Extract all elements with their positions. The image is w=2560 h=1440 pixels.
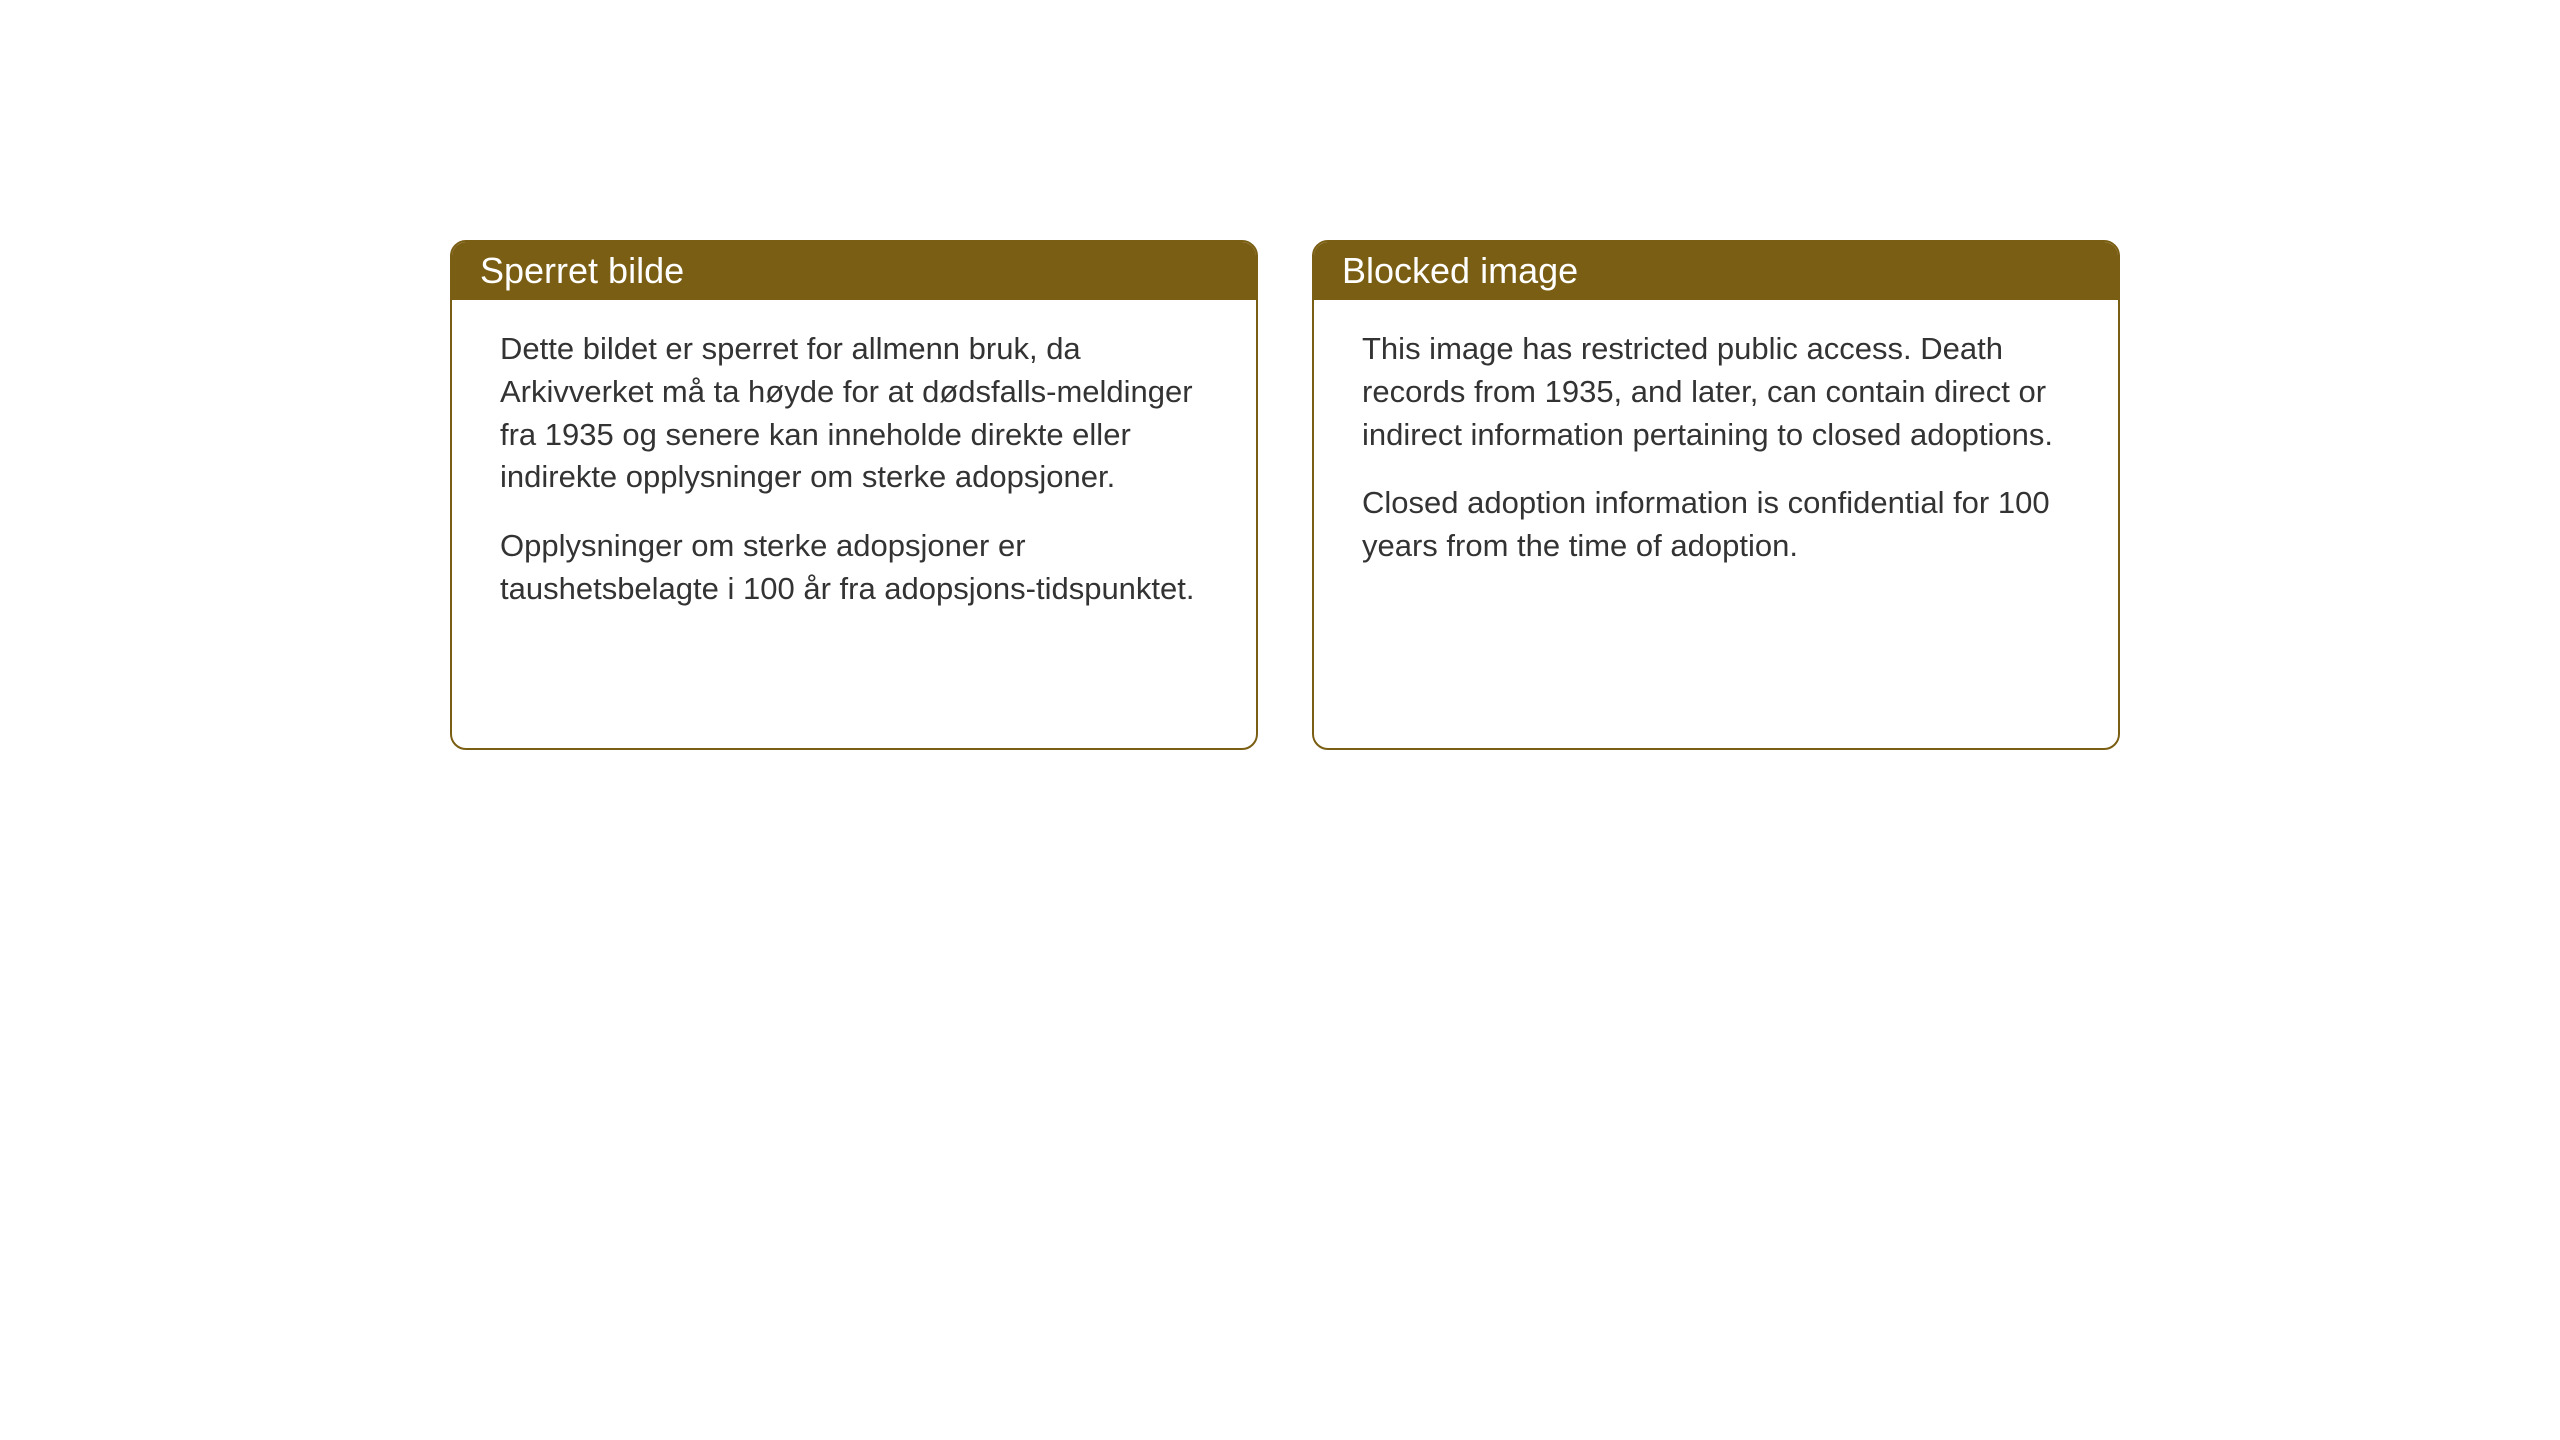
card-title-norwegian: Sperret bilde bbox=[480, 250, 684, 291]
card-paragraph-norwegian-2: Opplysninger om sterke adopsjoner er tau… bbox=[500, 525, 1208, 611]
notice-card-norwegian: Sperret bilde Dette bildet er sperret fo… bbox=[450, 240, 1258, 750]
card-title-english: Blocked image bbox=[1342, 250, 1578, 291]
card-paragraph-english-1: This image has restricted public access.… bbox=[1362, 328, 2070, 456]
card-header-norwegian: Sperret bilde bbox=[452, 242, 1256, 300]
notice-card-english: Blocked image This image has restricted … bbox=[1312, 240, 2120, 750]
card-paragraph-english-2: Closed adoption information is confident… bbox=[1362, 482, 2070, 568]
card-body-norwegian: Dette bildet er sperret for allmenn bruk… bbox=[452, 300, 1256, 651]
card-body-english: This image has restricted public access.… bbox=[1314, 300, 2118, 608]
card-paragraph-norwegian-1: Dette bildet er sperret for allmenn bruk… bbox=[500, 328, 1208, 499]
card-header-english: Blocked image bbox=[1314, 242, 2118, 300]
notice-container: Sperret bilde Dette bildet er sperret fo… bbox=[450, 240, 2120, 750]
